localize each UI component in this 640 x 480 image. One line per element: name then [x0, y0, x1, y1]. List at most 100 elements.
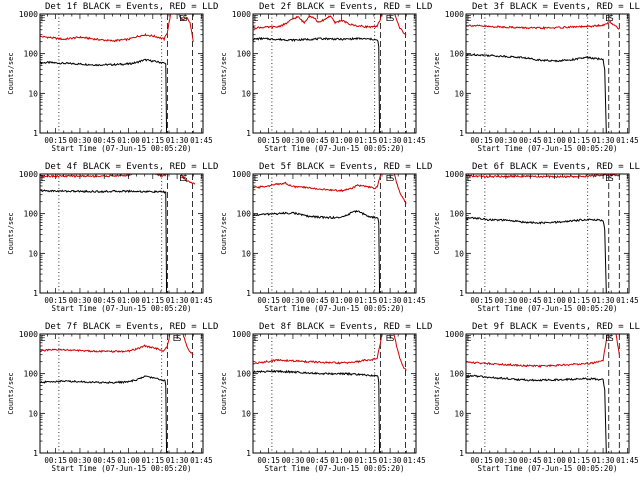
y-tick-label: 1 [246, 129, 251, 138]
event-marker-label: S [389, 14, 394, 23]
y-tick-label: 1000 [232, 10, 251, 19]
x-tick-label: 00:15 [257, 136, 280, 145]
event-marker-label: E [605, 14, 610, 23]
lld-rate-line [253, 174, 407, 204]
x-tick-label: 01:15 [568, 136, 591, 145]
x-tick-label: 01:45 [190, 456, 213, 465]
x-tick-label: 00:45 [93, 456, 116, 465]
x-tick-label: 01:00 [330, 296, 353, 305]
y-tick-label: 10 [241, 409, 251, 418]
x-axis-label: Start Time (07-Jun-15 00:05:20) [265, 144, 405, 153]
y-tick-label: 1000 [19, 170, 38, 179]
x-tick-label: 00:30 [69, 456, 92, 465]
x-tick-label: 00:30 [495, 136, 518, 145]
x-tick-label: 01:45 [616, 296, 639, 305]
x-tick-label: 00:30 [495, 456, 518, 465]
y-tick-label: 1000 [19, 10, 38, 19]
x-tick-label: 00:15 [257, 296, 280, 305]
x-tick-label: 00:15 [44, 296, 67, 305]
x-tick-label: 01:45 [190, 136, 213, 145]
event-marker-label: S [389, 174, 394, 183]
events-rate-line [466, 216, 607, 293]
y-axis-label: Counts/sec [433, 372, 441, 414]
x-tick-label: 01:45 [403, 296, 426, 305]
x-tick-label: 00:45 [93, 296, 116, 305]
x-tick-label: 01:15 [355, 136, 378, 145]
x-tick-label: 01:30 [166, 296, 189, 305]
event-marker-label: S [609, 174, 614, 183]
x-axis-label: Start Time (07-Jun-15 00:05:20) [478, 464, 618, 473]
y-tick-label: 1 [246, 449, 251, 458]
x-tick-label: 01:00 [117, 456, 140, 465]
y-tick-label: 1 [459, 289, 464, 298]
x-tick-label: 01:45 [403, 456, 426, 465]
x-tick-label: 00:30 [282, 456, 305, 465]
event-marker-label: E [386, 14, 391, 23]
lld-rate-line [253, 14, 407, 36]
events-rate-line [40, 189, 168, 293]
plot-area [253, 334, 407, 453]
y-tick-label: 100 [237, 370, 252, 379]
y-tick-label: 1 [33, 129, 38, 138]
y-tick-label: 100 [237, 210, 252, 219]
x-tick-label: 00:45 [519, 456, 542, 465]
plot-frame [252, 173, 417, 294]
y-tick-label: 10 [28, 409, 38, 418]
y-axis-label: Counts/sec [220, 52, 228, 94]
x-tick-label: 00:45 [93, 136, 116, 145]
x-tick-label: 00:15 [44, 136, 67, 145]
x-tick-label: 01:00 [543, 296, 566, 305]
x-tick-label: 01:45 [616, 456, 639, 465]
y-tick-label: 100 [450, 210, 465, 219]
plot-frame [39, 173, 204, 294]
event-marker-label: E [467, 14, 472, 23]
x-axis-label: Start Time (07-Jun-15 00:05:20) [478, 144, 618, 153]
x-tick-label: 00:15 [470, 136, 493, 145]
x-tick-label: 01:45 [190, 296, 213, 305]
y-tick-label: 1000 [232, 330, 251, 339]
panel-title: Det 1f BLACK = Events, RED = LLD [45, 2, 218, 12]
y-axis-label: Counts/sec [433, 212, 441, 254]
x-tick-label: 01:30 [592, 296, 615, 305]
y-tick-label: 100 [24, 210, 39, 219]
x-tick-label: 01:30 [379, 136, 402, 145]
panel-title: Det 2f BLACK = Events, RED = LLD [259, 2, 432, 12]
plot-area [253, 174, 407, 293]
y-tick-label: 10 [454, 249, 464, 258]
x-axis-label: Start Time (07-Jun-15 00:05:20) [52, 144, 192, 153]
plot-frame [465, 173, 630, 294]
panel-title: Det 6f BLACK = Events, RED = LLD [472, 162, 640, 172]
panel-title: Det 3f BLACK = Events, RED = LLD [472, 2, 640, 12]
x-tick-label: 00:30 [69, 136, 92, 145]
y-tick-label: 10 [454, 409, 464, 418]
events-rate-line [253, 369, 381, 453]
y-tick-label: 1 [33, 289, 38, 298]
event-marker-label: E [467, 174, 472, 183]
events-rate-line [40, 58, 168, 133]
y-tick-label: 100 [24, 370, 39, 379]
events-rate-line [253, 36, 381, 133]
x-tick-label: 00:15 [470, 296, 493, 305]
panel-title: Det 7f BLACK = Events, RED = LLD [45, 322, 218, 332]
lld-rate-line [40, 174, 196, 185]
y-tick-label: 10 [241, 89, 251, 98]
event-marker-label: E [173, 334, 178, 343]
y-tick-label: 100 [24, 50, 39, 59]
x-tick-label: 01:15 [142, 136, 165, 145]
event-marker-label: E [179, 174, 184, 183]
event-marker-label: E [605, 334, 610, 343]
y-axis-label: Counts/sec [220, 372, 228, 414]
plot-area [40, 174, 196, 293]
plot-frame [252, 13, 417, 134]
plot-frame [465, 13, 630, 134]
x-axis-label: Start Time (07-Jun-15 00:05:20) [52, 464, 192, 473]
plot-area [40, 334, 194, 453]
panel-title: Det 9f BLACK = Events, RED = LLD [472, 322, 640, 332]
panel-title: Det 5f BLACK = Events, RED = LLD [259, 162, 432, 172]
